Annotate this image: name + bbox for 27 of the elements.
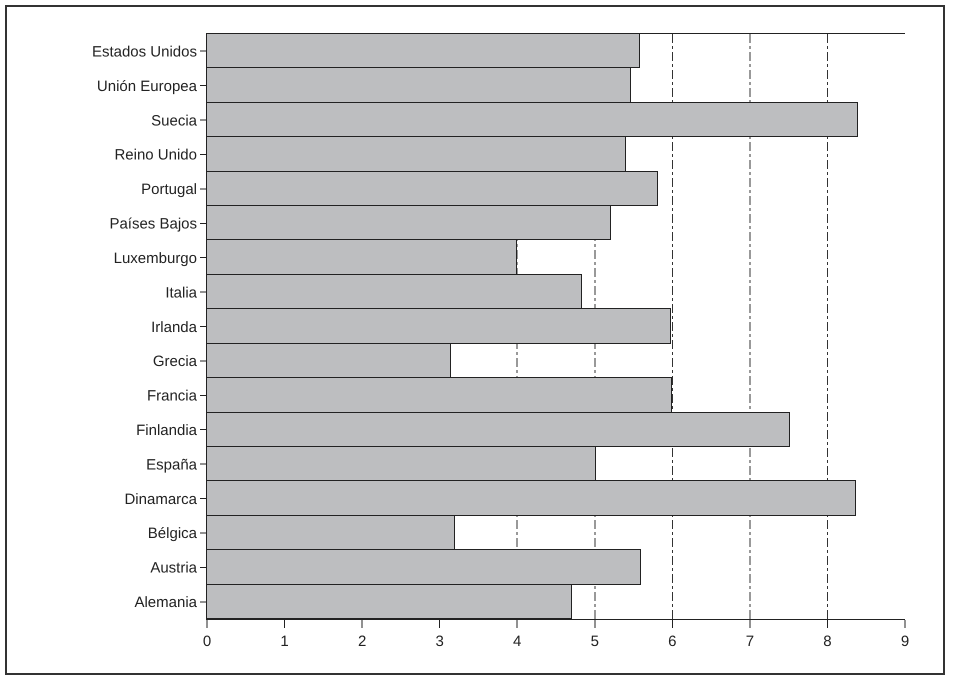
x-tick-label: 7 bbox=[746, 633, 754, 650]
x-tick-label: 6 bbox=[668, 633, 676, 650]
x-tick-label: 0 bbox=[202, 633, 212, 650]
y-tick-label: Dinamarca bbox=[124, 490, 198, 508]
y-tick-label: Alemania bbox=[134, 594, 198, 612]
y-tick-label: Países Bajos bbox=[109, 216, 197, 233]
x-tick-label: 5 bbox=[590, 633, 599, 650]
y-tick-label: Irlanda bbox=[151, 318, 198, 336]
y-tick-label: Austria bbox=[150, 560, 198, 577]
x-tick-label: 8 bbox=[823, 633, 832, 650]
y-tick-label: Estados Unidos bbox=[92, 43, 197, 60]
x-tick-label: 4 bbox=[513, 633, 522, 650]
y-tick-label: Bélgica bbox=[148, 525, 198, 542]
x-tick-label: 2 bbox=[358, 633, 366, 650]
y-tick-label: Portugal bbox=[141, 181, 197, 198]
y-tick-label: Grecia bbox=[152, 353, 198, 370]
y-tick-label: España bbox=[146, 456, 198, 474]
y-tick-label: Francia bbox=[146, 388, 198, 405]
x-tick-label: 3 bbox=[436, 633, 444, 650]
y-tick-label: Reino Unido bbox=[114, 146, 197, 164]
x-tick-label: 1 bbox=[280, 633, 289, 650]
y-tick-label: Luxemburgo bbox=[114, 250, 197, 267]
x-tick-label: 9 bbox=[900, 633, 910, 650]
y-tick-label: Finlandia bbox=[136, 422, 198, 439]
y-tick-label: Unión Europea bbox=[96, 78, 198, 95]
y-tick-label: Italia bbox=[165, 284, 198, 302]
y-tick-label: Suecia bbox=[151, 112, 198, 130]
